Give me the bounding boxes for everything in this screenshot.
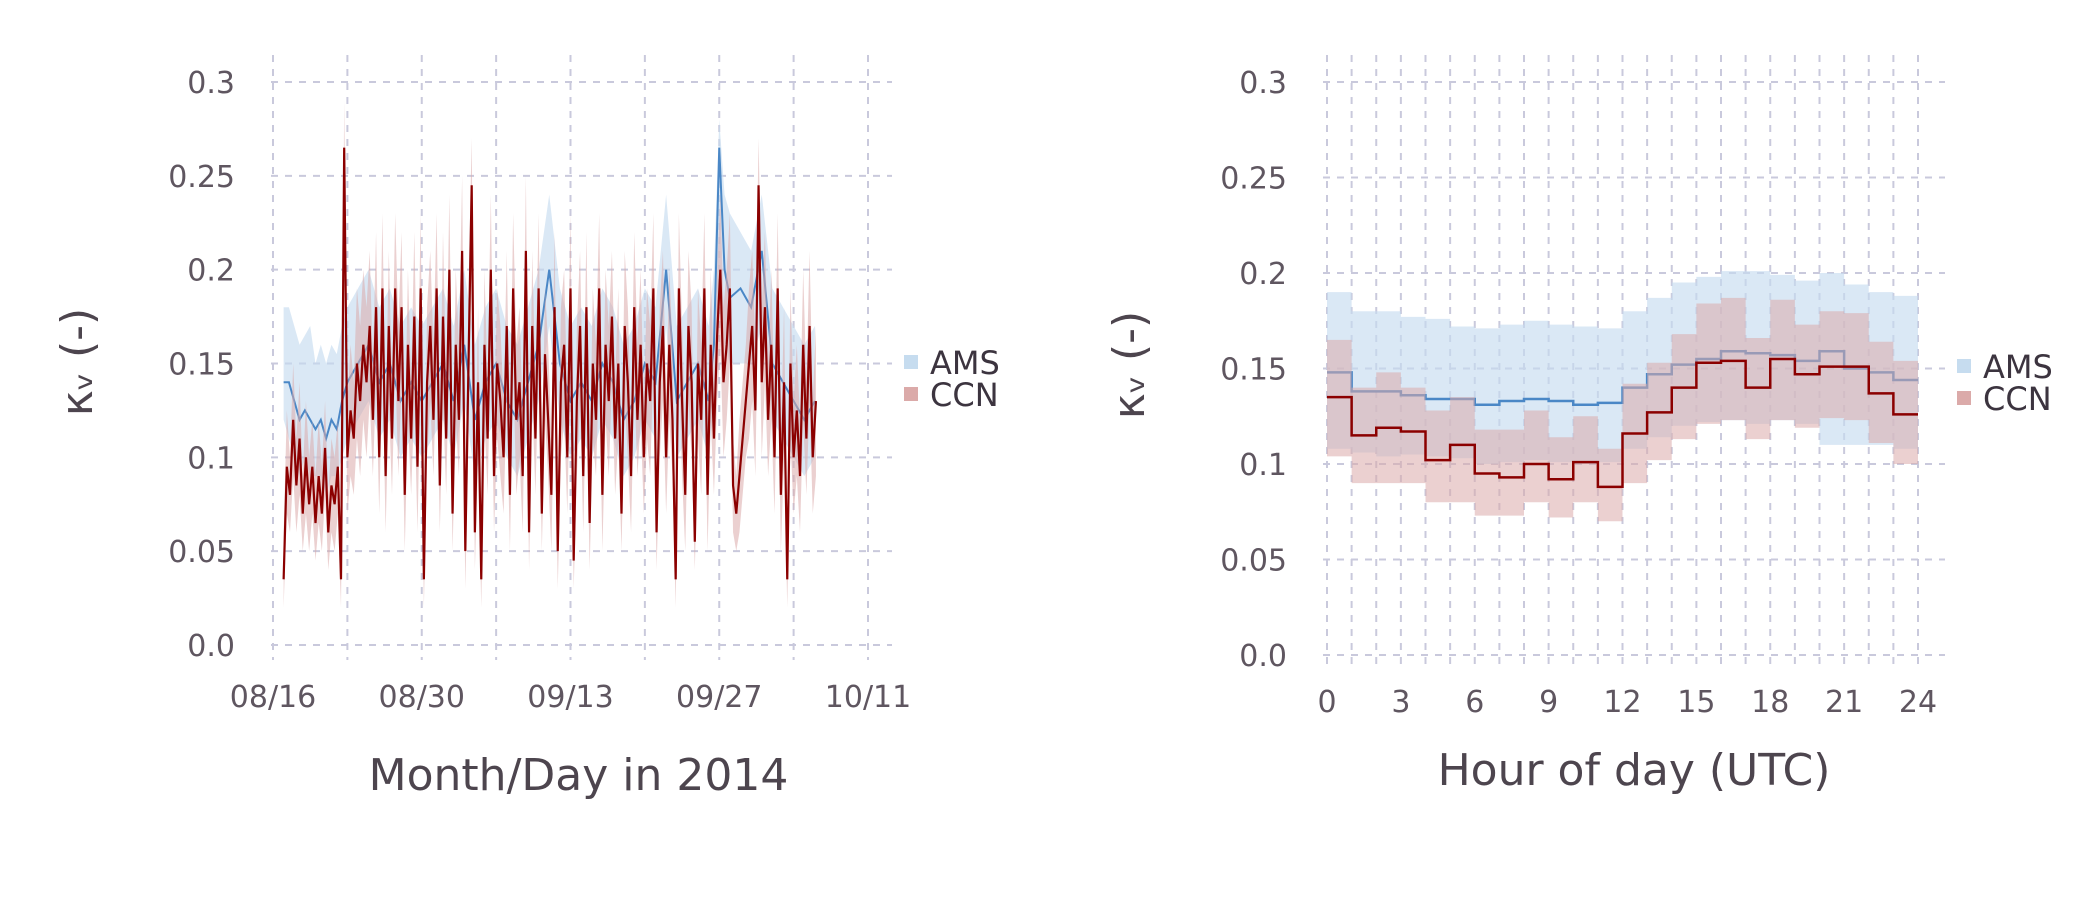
grid	[1323, 55, 1945, 665]
x-tick-label: 12	[1603, 685, 1641, 720]
legend-label-ccn: CCN	[930, 376, 999, 414]
panel-time-series: 0.0 0.05 0.1 0.15 0.2 0.25 0.3 08/16 08/30 09/13 0…	[52, 55, 1000, 801]
y-tick-label: 0.15	[1220, 353, 1287, 388]
x-tick-label: 09/27	[676, 680, 762, 715]
x-tick-label: 3	[1391, 685, 1410, 720]
y-tick-label: 0.3	[1239, 66, 1287, 101]
x-tick-label: 18	[1751, 685, 1789, 720]
y-tick-label: 0.2	[1239, 257, 1287, 292]
x-tick-label: 9	[1539, 685, 1558, 720]
y-tick-label: 0.25	[1220, 162, 1287, 197]
band-ccn	[283, 100, 816, 608]
x-tick-label: 15	[1677, 685, 1715, 720]
y-axis-label: κᵥ (-)	[52, 308, 103, 416]
legend-swatch-ccn	[1957, 391, 1971, 405]
x-tick-label: 10/11	[825, 680, 911, 715]
legend-swatch-ccn	[904, 387, 918, 401]
y-tick-label: 0.0	[1239, 639, 1287, 674]
x-tick-label: 08/30	[379, 680, 465, 715]
legend-label-ccn: CCN	[1983, 380, 2052, 418]
x-axis-label: Month/Day in 2014	[369, 750, 789, 801]
y-tick-label: 0.1	[187, 441, 235, 476]
x-axis-label: Hour of day (UTC)	[1438, 745, 1831, 796]
x-tick-label: 24	[1899, 685, 1937, 720]
panel-diurnal-cycle: 0.0 0.05 0.1 0.15 0.2 0.25 0.3 0 3 6 9 12 15 18 21 24 Ho…	[1104, 55, 2053, 796]
line-ccn	[1327, 357, 1918, 489]
legend-label-ams: AMS	[1983, 348, 2053, 386]
y-tick-label: 0.2	[187, 254, 235, 289]
y-tick-label: 0.05	[1220, 544, 1287, 579]
x-tick-label: 08/16	[230, 680, 316, 715]
x-tick-label: 21	[1825, 685, 1863, 720]
y-tick-label: 0.05	[168, 535, 235, 570]
y-tick-label: 0.3	[187, 66, 235, 101]
x-tick-label: 6	[1465, 685, 1484, 720]
legend-swatch-ams	[1957, 359, 1971, 373]
x-tick-label: 09/13	[527, 680, 613, 715]
line-ccn	[282, 147, 818, 580]
legend-swatch-ams	[904, 355, 918, 369]
legend-label-ams: AMS	[930, 344, 1000, 382]
y-tick-label: 0.15	[168, 348, 235, 383]
y-tick-label: 0.25	[168, 160, 235, 195]
y-tick-label: 0.1	[1239, 448, 1287, 483]
y-tick-label: 0.0	[187, 629, 235, 664]
y-axis-label: κᵥ (-)	[1104, 311, 1155, 419]
x-tick-label: 0	[1317, 685, 1336, 720]
